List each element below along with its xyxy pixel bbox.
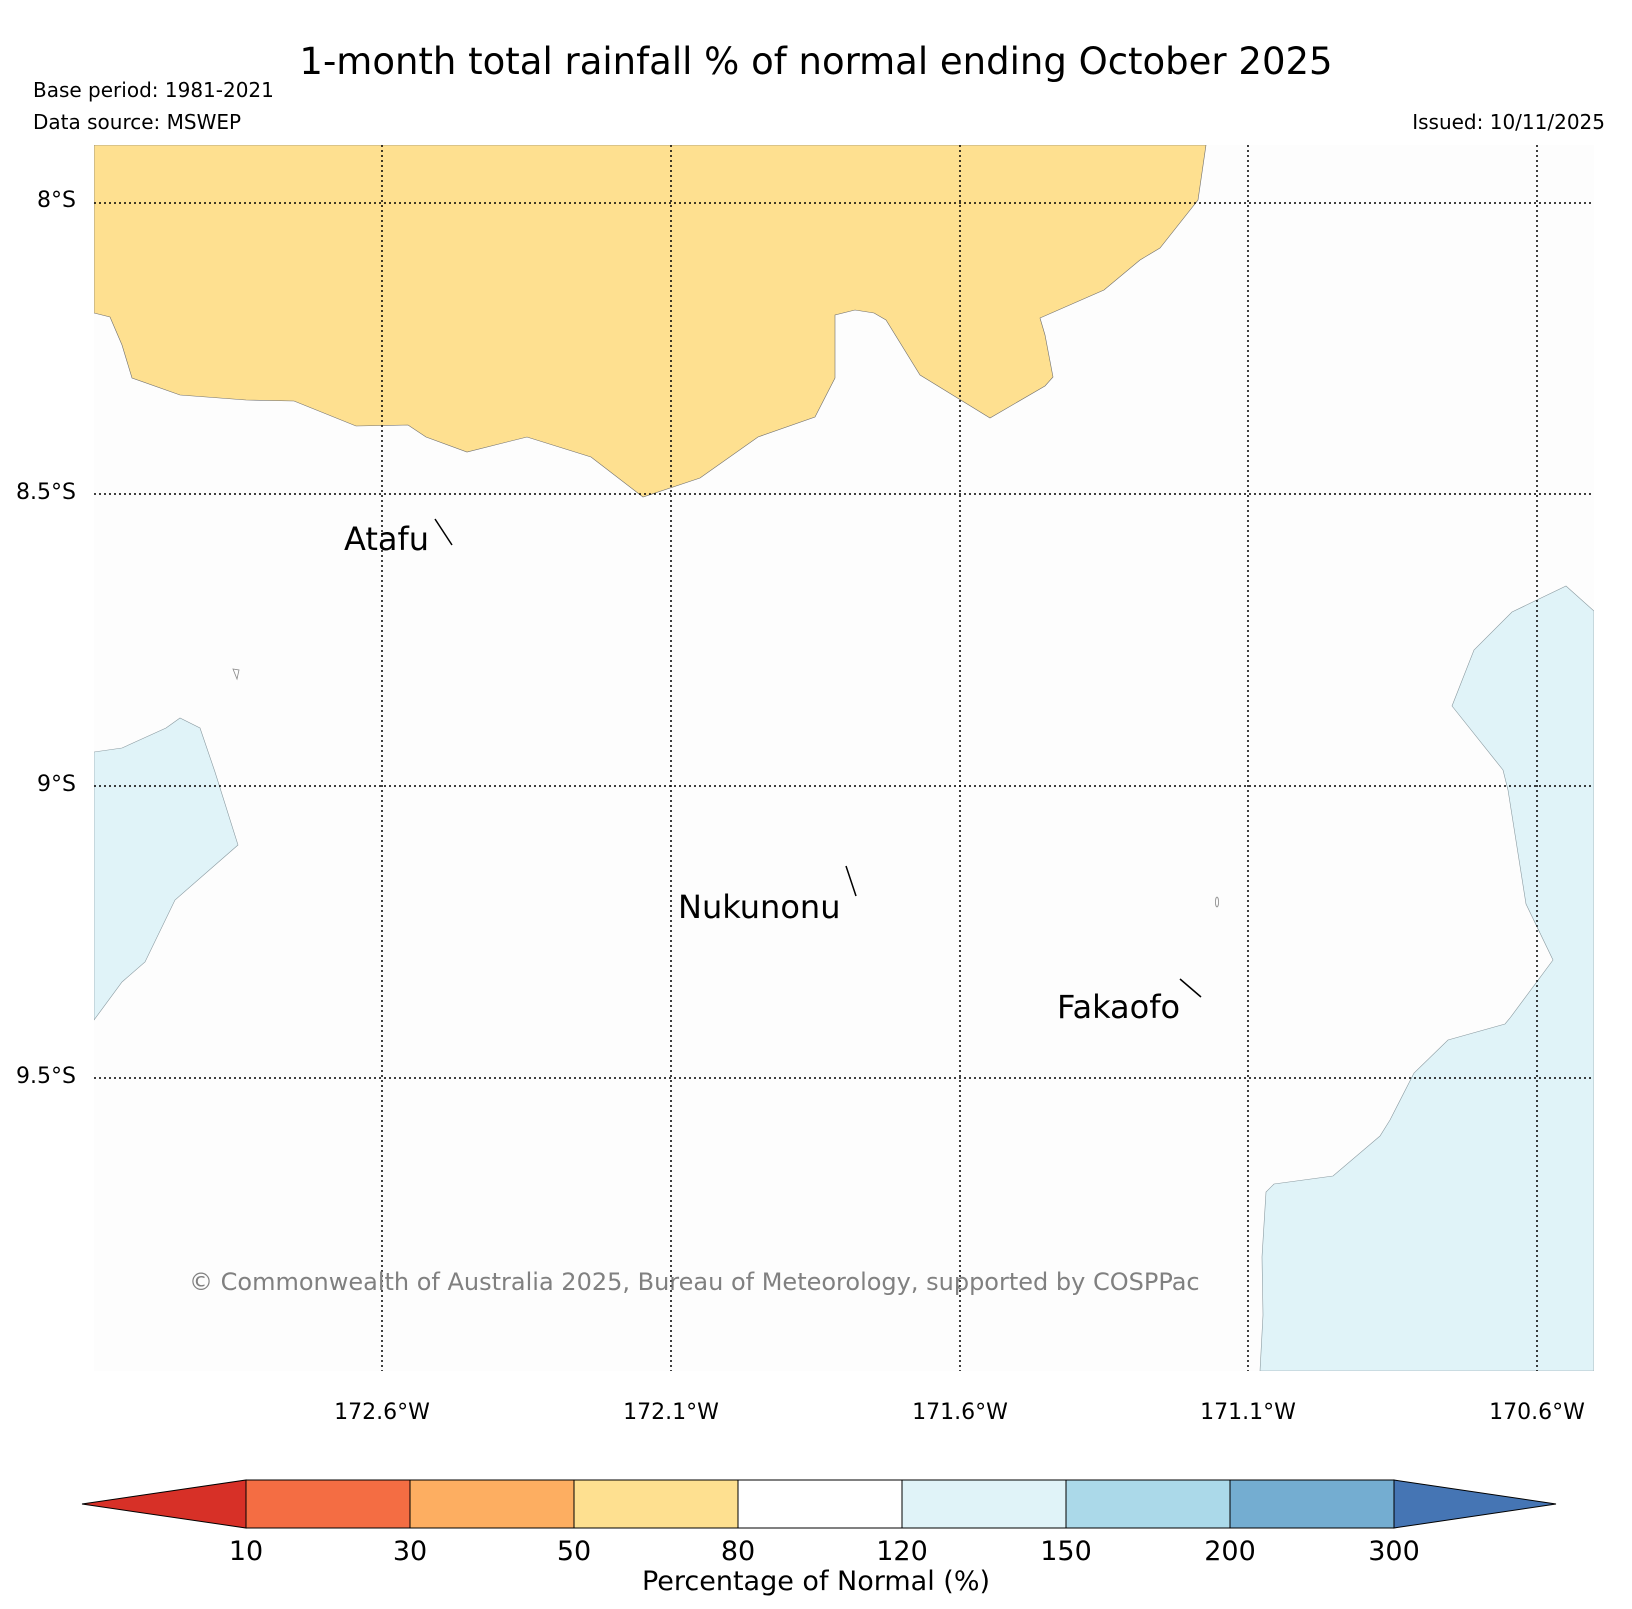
rainfall-region-50-80 <box>94 145 1207 498</box>
colorbar-tick-label: 150 <box>1040 1536 1092 1567</box>
colorbar-tick-label: 80 <box>720 1536 756 1567</box>
colorbar-segment-50-80 <box>573 1479 739 1529</box>
atafu-leader-line <box>434 518 453 546</box>
place-label-atafu: Atafu <box>344 520 430 558</box>
colorbar-segment-30-50 <box>409 1479 575 1529</box>
place-label-nukunonu: Nukunonu <box>678 888 841 926</box>
lat-label: 8.5°S <box>16 480 76 505</box>
place-label-fakaofo: Fakaofo <box>1057 988 1181 1026</box>
lat-label: 8°S <box>37 188 76 213</box>
colorbar-tick-label: 50 <box>556 1536 592 1567</box>
lat-label: 9°S <box>37 772 76 797</box>
colorbar-tick-label: 120 <box>876 1536 928 1567</box>
colorbar-segment-80-120 <box>737 1479 903 1529</box>
colorbar-segment-120-150 <box>901 1479 1067 1529</box>
lon-label: 172.6°W <box>334 1400 430 1425</box>
fakaofo-leader-line <box>1179 978 1202 998</box>
base-period: Base period: 1981-2021 <box>33 78 274 102</box>
lon-label: 170.6°W <box>1489 1400 1585 1425</box>
lon-label: 171.1°W <box>1200 1400 1296 1425</box>
copyright-notice: © Commonwealth of Australia 2025, Bureau… <box>189 1268 1200 1296</box>
colorbar-tick-label: 30 <box>392 1536 428 1567</box>
lat-label: 9.5°S <box>16 1064 76 1089</box>
colorbar-extend-high <box>1393 1479 1557 1529</box>
lon-label: 171.6°W <box>912 1400 1008 1425</box>
rainfall-region-120-150-east <box>1259 585 1594 1371</box>
colorbar-segment-200-300 <box>1229 1479 1395 1529</box>
colorbar-segment-150-200 <box>1065 1479 1231 1529</box>
colorbar <box>81 1479 1557 1529</box>
nukunonu-leader-line <box>845 865 857 897</box>
map-title: 1-month total rainfall % of normal endin… <box>299 40 1333 83</box>
colorbar-tick-label: 10 <box>228 1536 264 1567</box>
colorbar-extend-low <box>81 1479 247 1529</box>
colorbar-tick-label: 300 <box>1368 1536 1420 1567</box>
lon-label: 172.1°W <box>623 1400 719 1425</box>
colorbar-label: Percentage of Normal (%) <box>641 1566 991 1597</box>
rainfall-region-120-150-west <box>94 717 239 1021</box>
atoll-outline <box>232 668 240 681</box>
issued-date: Issued: 10/11/2025 <box>1412 110 1605 134</box>
colorbar-tick-label: 200 <box>1204 1536 1256 1567</box>
data-source: Data source: MSWEP <box>33 110 242 134</box>
atoll-outline <box>1215 896 1219 908</box>
colorbar-segment-10-30 <box>245 1479 411 1529</box>
